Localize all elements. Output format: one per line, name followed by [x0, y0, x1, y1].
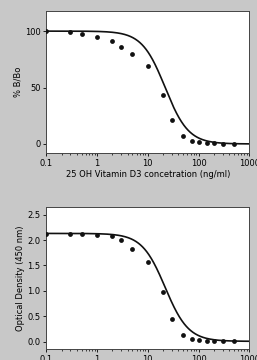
Point	[170, 316, 174, 322]
Y-axis label: Optical Density (450 nm): Optical Density (450 nm)	[16, 225, 25, 331]
Point	[95, 232, 99, 238]
X-axis label: 25 OH Vitamin D3 concetration (ng/ml): 25 OH Vitamin D3 concetration (ng/ml)	[66, 170, 230, 179]
Point	[146, 260, 150, 265]
Point	[232, 338, 236, 344]
Point	[170, 117, 174, 123]
Point	[131, 51, 135, 57]
Point	[205, 338, 209, 343]
Point	[232, 141, 236, 147]
Point	[95, 34, 99, 40]
Point	[119, 44, 123, 50]
Point	[196, 337, 200, 343]
Point	[212, 338, 216, 344]
Point	[221, 338, 225, 344]
Y-axis label: % B/Bo: % B/Bo	[14, 67, 23, 97]
Point	[68, 30, 72, 35]
Point	[44, 28, 48, 34]
Point	[44, 231, 48, 237]
Point	[190, 336, 194, 342]
Point	[131, 246, 135, 252]
Point	[181, 133, 185, 139]
Point	[119, 237, 123, 242]
Point	[221, 141, 225, 147]
Point	[190, 138, 194, 143]
Point	[68, 231, 72, 237]
Point	[80, 231, 84, 237]
Point	[110, 234, 114, 239]
Point	[146, 63, 150, 69]
Point	[205, 140, 209, 146]
Point	[161, 289, 165, 295]
Point	[110, 39, 114, 44]
Point	[161, 93, 165, 98]
Point	[196, 139, 200, 145]
Point	[181, 332, 185, 338]
Point	[80, 32, 84, 37]
Point	[212, 140, 216, 146]
